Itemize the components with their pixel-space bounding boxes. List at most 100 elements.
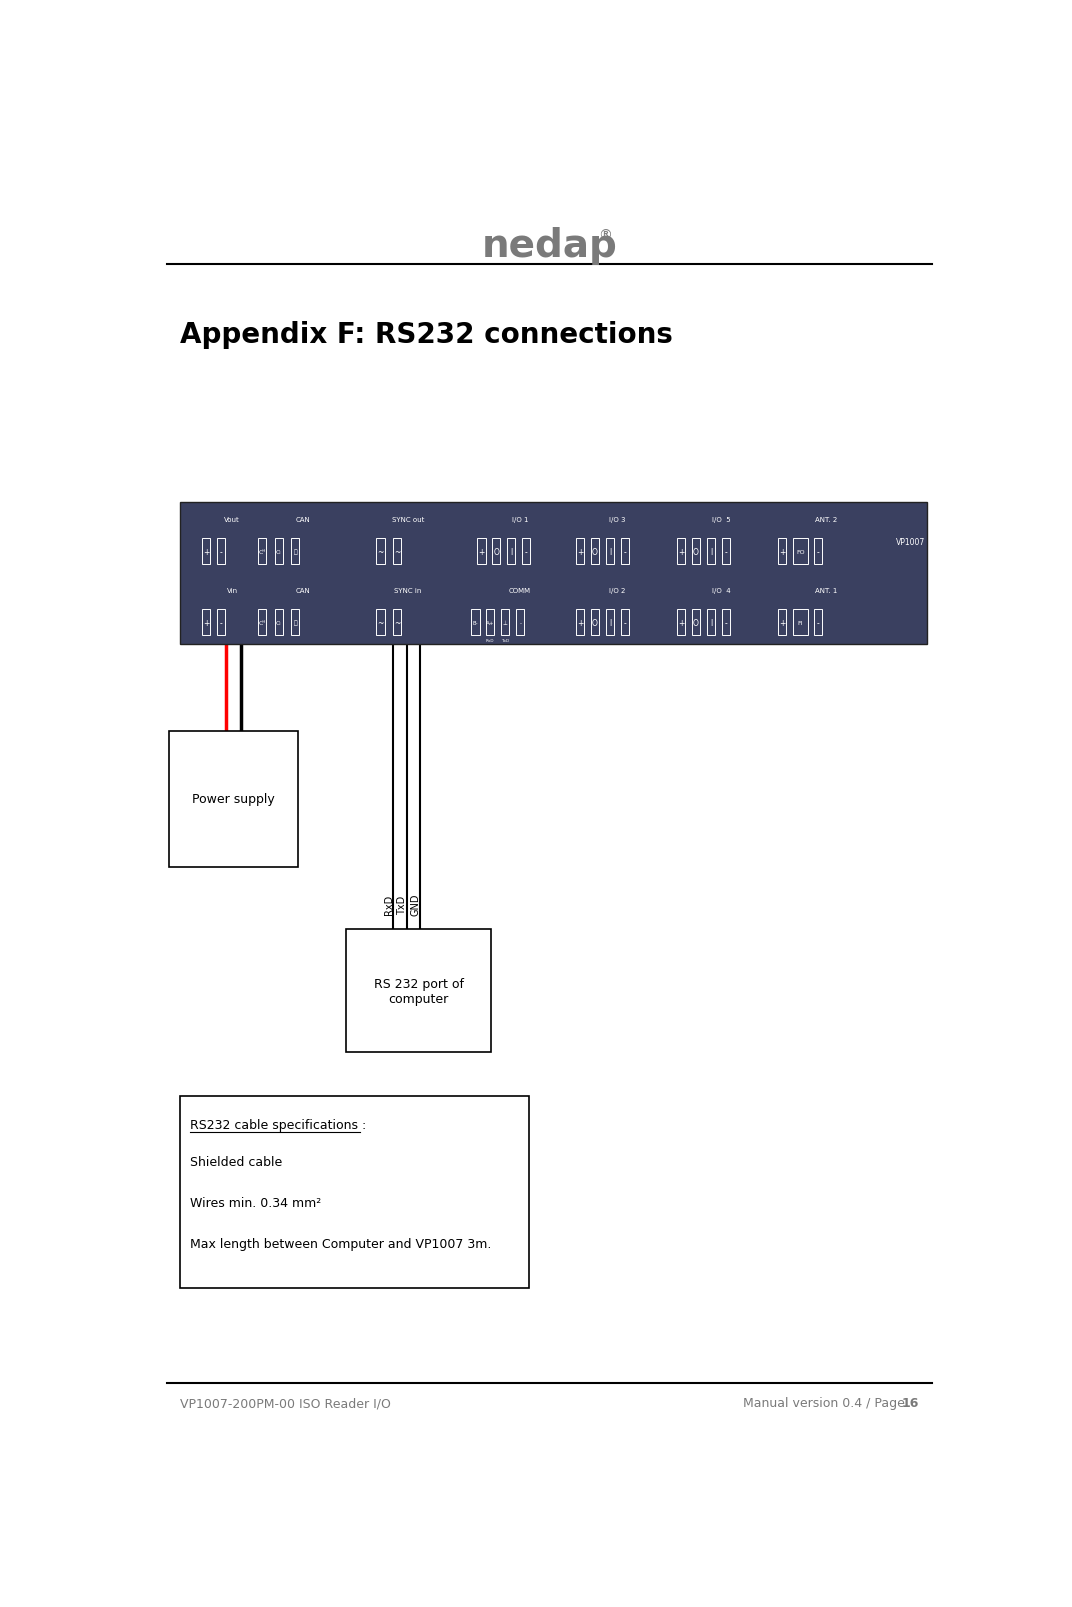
Bar [392,611,401,636]
Text: -: - [817,548,819,556]
Text: Cₗ: Cₗ [277,620,282,625]
Bar [721,611,730,636]
Bar [576,611,584,636]
Text: I/O 1: I/O 1 [511,516,528,522]
Bar [258,538,267,564]
Text: O: O [592,548,598,556]
Text: I/O 3: I/O 3 [609,516,625,522]
Text: -: - [624,548,626,556]
Text: -: - [624,619,626,627]
Bar [392,538,401,564]
Text: O: O [694,619,699,627]
Text: A+: A+ [486,620,494,625]
Text: -: - [519,620,521,625]
Text: CAN: CAN [296,516,311,522]
Bar [706,611,715,636]
Bar [492,538,501,564]
Text: ~: ~ [393,548,400,556]
Text: ~: ~ [393,619,400,627]
Text: FI: FI [798,620,803,625]
Text: -: - [725,548,727,556]
Bar [691,611,700,636]
Bar [591,611,599,636]
Bar [169,731,298,868]
Text: SYNC out: SYNC out [391,516,423,522]
Text: nedap: nedap [481,227,617,265]
Bar [706,538,715,564]
Text: ~: ~ [377,548,384,556]
Text: Vin: Vin [226,588,238,593]
Text: I/O  4: I/O 4 [713,588,731,593]
Text: Vout: Vout [224,516,240,522]
Text: B-: B- [473,620,478,625]
Text: Shielded cable: Shielded cable [190,1155,282,1168]
Text: O: O [493,548,500,556]
Text: VP1007-200PM-00 ISO Reader I/O: VP1007-200PM-00 ISO Reader I/O [180,1396,390,1409]
Bar [576,538,584,564]
Bar [778,611,786,636]
Bar [591,538,599,564]
Text: -: - [725,619,727,627]
Bar [621,538,629,564]
Text: Max length between Computer and VP1007 3m.: Max length between Computer and VP1007 3… [190,1237,491,1250]
Text: ⏚: ⏚ [294,550,297,554]
Text: I/O 2: I/O 2 [609,588,625,593]
Text: GND: GND [411,893,420,916]
Text: Cᴴ: Cᴴ [258,550,266,554]
Bar [793,611,807,636]
Bar [507,538,516,564]
Text: ANT. 2: ANT. 2 [816,516,837,522]
Text: Manual version 0.4 / Page: Manual version 0.4 / Page [743,1396,909,1409]
Bar [814,611,822,636]
Bar [487,611,494,636]
Text: 16: 16 [902,1396,919,1409]
Text: CAN: CAN [296,588,311,593]
Text: ®: ® [598,230,612,243]
Bar [502,611,509,636]
Bar [217,611,225,636]
Text: +: + [678,619,684,627]
Text: Cₗ: Cₗ [277,550,282,554]
Text: I: I [609,619,611,627]
Bar [606,538,614,564]
Bar [793,538,807,564]
Text: -: - [525,548,527,556]
Text: TxD: TxD [502,638,509,643]
Bar [721,538,730,564]
Bar [606,611,614,636]
Text: I: I [710,619,712,627]
Bar [517,611,524,636]
Text: -: - [817,619,819,627]
Bar [217,538,225,564]
Bar [274,538,283,564]
Text: -: - [220,619,223,627]
Text: TxD: TxD [398,895,407,914]
Text: O: O [694,548,699,556]
Bar [676,611,685,636]
Bar [203,611,210,636]
Bar [472,611,479,636]
Text: Appendix F: RS232 connections: Appendix F: RS232 connections [180,321,672,349]
Bar [180,1096,528,1287]
Text: COMM: COMM [509,588,531,593]
Text: O: O [592,619,598,627]
Text: Wires min. 0.34 mm²: Wires min. 0.34 mm² [190,1196,321,1210]
Text: ⏚: ⏚ [294,620,297,625]
Bar [292,611,299,636]
Text: RS 232 port of
computer: RS 232 port of computer [373,977,463,1004]
Text: +: + [577,548,583,556]
Text: +: + [678,548,684,556]
Text: +: + [778,619,785,627]
Bar [477,538,486,564]
Text: -: - [220,548,223,556]
Bar [346,929,491,1053]
Text: ⊥: ⊥ [503,620,508,625]
Bar [180,501,927,644]
Bar [274,611,283,636]
Text: +: + [203,619,209,627]
Text: RxD: RxD [384,893,394,914]
Bar [778,538,786,564]
Bar [292,538,299,564]
Text: ANT. 1: ANT. 1 [816,588,837,593]
Bar [376,538,385,564]
